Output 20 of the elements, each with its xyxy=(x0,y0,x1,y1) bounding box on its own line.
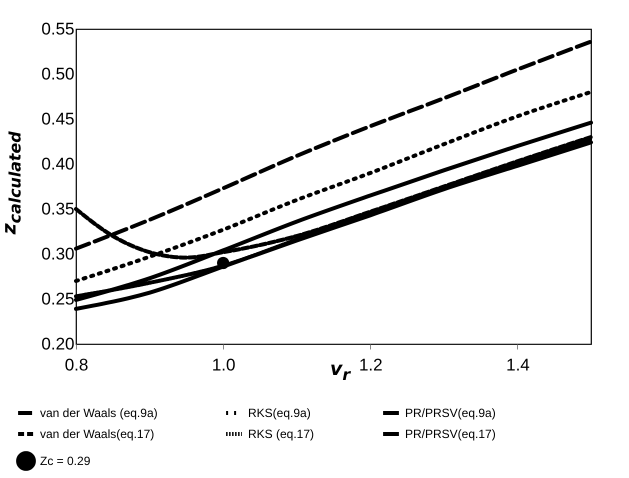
y-tick-label: 0.55 xyxy=(41,20,74,38)
y-tick-label: 0.40 xyxy=(41,154,74,174)
y-tick-label: 0.20 xyxy=(41,334,74,354)
x-tick-label: 0.8 xyxy=(64,356,88,374)
x-tick-label: 1.0 xyxy=(212,356,236,374)
y-tick-label: 0.50 xyxy=(41,64,74,84)
legend-label: PR/PRSV(eq.17) xyxy=(405,427,496,441)
legend-label: RKS (eq.17) xyxy=(248,427,314,441)
y-tick-label: 0.45 xyxy=(41,110,74,128)
legend-label: van der Waals (eq.9a) xyxy=(40,406,158,420)
legend-label: van der Waals(eq.17) xyxy=(40,427,154,441)
y-tick-label: 0.30 xyxy=(41,244,74,264)
y-tick-label: 0.35 xyxy=(41,200,74,218)
legend-label: Zc = 0.29 xyxy=(40,454,91,468)
x-tick-label: 1.4 xyxy=(506,356,530,374)
x-tick-label: 1.2 xyxy=(358,356,383,374)
y-tick-label: 0.25 xyxy=(41,290,74,308)
legend-label: PR/PRSV(eq.9a) xyxy=(405,406,496,420)
x-axis-title: v$_{r}$ xyxy=(330,358,350,384)
legend-label: RKS(eq.9a) xyxy=(248,406,311,420)
